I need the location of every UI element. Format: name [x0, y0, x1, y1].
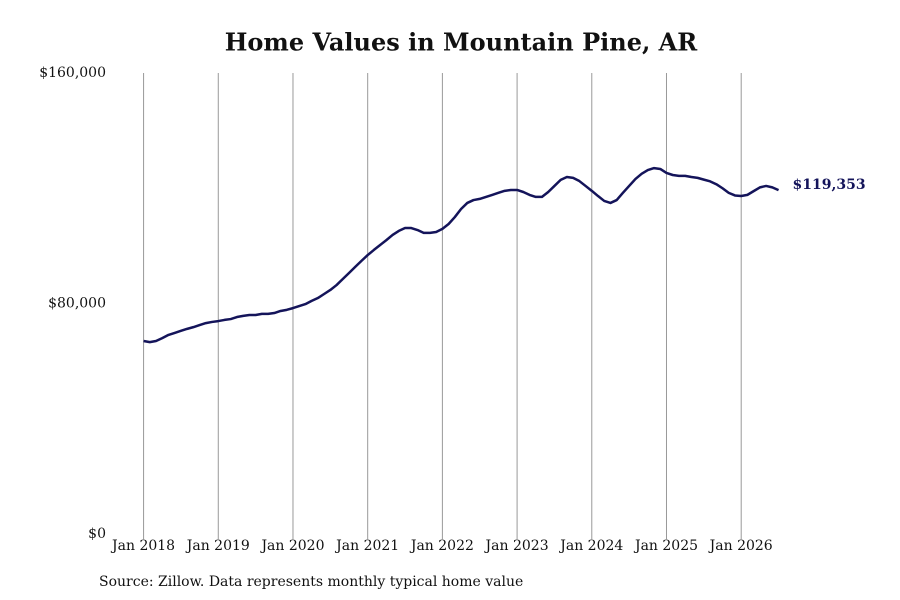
x-tick-label: Jan 2023: [484, 538, 549, 554]
x-tick-label: Jan 2018: [110, 538, 175, 554]
x-tick-label: Jan 2021: [334, 538, 399, 554]
y-tick-label: $0: [88, 526, 106, 542]
value-line: [143, 166, 780, 344]
x-tick-label: Jan 2025: [633, 538, 698, 554]
chart-title: Home Values in Mountain Pine, AR: [225, 28, 699, 57]
x-tick-label: Jan 2024: [558, 538, 623, 554]
x-tick-label: Jan 2022: [409, 538, 474, 554]
x-tick-label: Jan 2019: [185, 538, 250, 554]
y-tick-label: $160,000: [39, 65, 106, 81]
y-tick-label: $80,000: [48, 296, 106, 312]
x-tick-label: Jan 2020: [259, 538, 324, 554]
value-label: $119,353: [793, 177, 866, 193]
source-note: Source: Zillow. Data represents monthly …: [99, 574, 523, 590]
x-tick-label: Jan 2026: [708, 538, 773, 554]
